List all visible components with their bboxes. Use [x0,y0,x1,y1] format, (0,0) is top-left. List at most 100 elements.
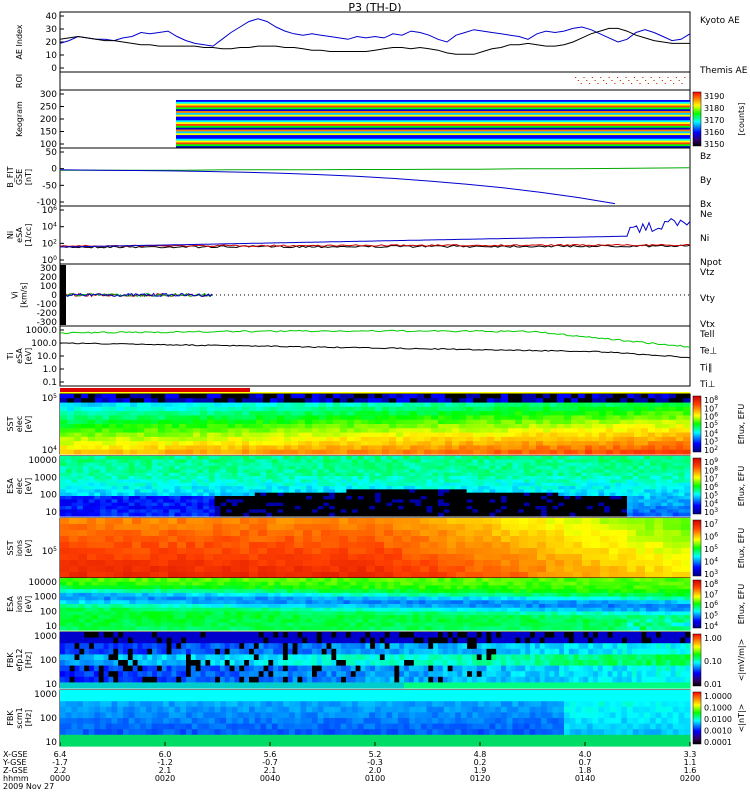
spectrogram-cell [214,472,221,477]
spectrogram-cell [226,479,233,484]
spectrogram-cell [362,615,370,620]
spectrogram-cell [330,615,338,620]
spectrogram-cell [109,402,117,408]
spectrogram-cell [168,506,176,510]
spectrogram-cell [508,445,516,451]
spectrogram-cell [317,462,325,467]
spectrogram-cell [69,566,79,573]
spectrogram-cell [249,596,256,601]
spectrogram-cell [620,419,628,425]
keogram-band [176,101,690,104]
spectrogram-cell [678,489,685,494]
spectrogram-cell [501,469,508,474]
spectrogram-cell [280,581,288,587]
spectrogram-cell [298,394,306,399]
spectrogram-cell [684,466,691,470]
spectrogram-cell [333,394,341,399]
spectrogram-cell [140,512,147,517]
spectrogram-cell [228,445,236,451]
spectrogram-cell [571,436,579,442]
spectrogram-cell [615,469,622,474]
spectrogram-cell [137,445,145,451]
spectrogram-cell [180,506,187,510]
spectrogram-cell [271,506,279,510]
spectrogram-cell [424,415,432,421]
spectrogram-cell [578,445,586,451]
spectrogram-cell [613,436,621,442]
spectrogram-cell [109,394,117,399]
spectrogram-cell [186,600,193,605]
spectrogram-cell [235,441,243,447]
spectrogram-cell [357,492,365,497]
spectrogram-cell [140,459,147,464]
spectrogram-cell [340,479,347,484]
spectrogram-cell [620,394,628,399]
spectrogram-cell [645,566,655,573]
spectrogram-cell [537,518,547,525]
spectrogram-cell [102,441,110,447]
spectrogram-cell [389,428,397,434]
spectrogram-cell [581,496,588,500]
spectrogram-cell [66,578,74,583]
spectrogram-cell [455,492,462,497]
spectrogram-cell [116,428,124,434]
spectrogram-cell [237,459,244,464]
spectrogram-cell [214,445,222,451]
spectrogram-cell [460,456,468,460]
spectrogram-cell [432,456,439,460]
spectrogram-cell [466,459,473,464]
spectrogram-cell [609,548,619,555]
spectrogram-cell [242,618,250,624]
spectrogram-cell [280,585,288,590]
spectrogram-cell [465,542,475,549]
spectrogram-cell [261,578,269,583]
spectrogram-cell [317,459,325,464]
spectrogram-cell [267,530,277,537]
spectrogram-cell [105,524,115,531]
roi-mark [608,77,610,78]
spectrogram-cell [431,428,439,434]
spectrogram-cell [375,406,383,412]
spectrogram-cell [536,402,544,408]
spectrogram-cell [277,459,284,464]
spectrogram-cell [466,449,474,455]
spectrogram-cell [632,506,640,510]
spectrogram-cell [116,618,124,624]
legend-entry: Ne [700,210,713,220]
spectrogram-cell [312,499,319,504]
spectrogram-cell [249,469,256,474]
spectrogram-cell [569,459,577,464]
spectrogram-cell [214,424,222,429]
spectrogram-cell [203,489,210,494]
spectrogram-cell [116,596,124,601]
spectrogram-cell [569,512,577,517]
spectrogram-cell [361,449,369,455]
spectrogram-cell [528,560,538,567]
spectrogram-cell [415,476,422,480]
spectrogram-cell [116,600,124,605]
keogram-band [176,124,690,127]
spectrogram-cell [340,486,347,490]
spectrogram-cell [276,530,286,537]
spectrogram-cell [375,592,382,598]
spectrogram-cell [550,419,558,425]
spectrogram-cell [369,456,376,460]
spectrogram-cell [105,482,113,487]
spectrogram-cell [644,466,651,470]
spectrogram-cell [123,618,130,624]
spectrogram-cell [672,482,680,487]
roi-mark [684,77,686,78]
spectrogram-cell [140,486,147,490]
spectrogram-cell [283,506,290,510]
spectrogram-cell [177,518,187,525]
spectrogram-cell [564,482,571,487]
spectrogram-cell [221,432,229,438]
spectrogram-cell [104,622,111,627]
spectrogram-cell [452,441,460,447]
spectrogram-cell [528,566,538,573]
spectrogram-cell [443,492,451,497]
spectrogram-cell [403,459,410,464]
spectrogram-cell [529,509,536,514]
spectrogram-cell [71,492,78,497]
spectrogram-cell [276,554,286,561]
